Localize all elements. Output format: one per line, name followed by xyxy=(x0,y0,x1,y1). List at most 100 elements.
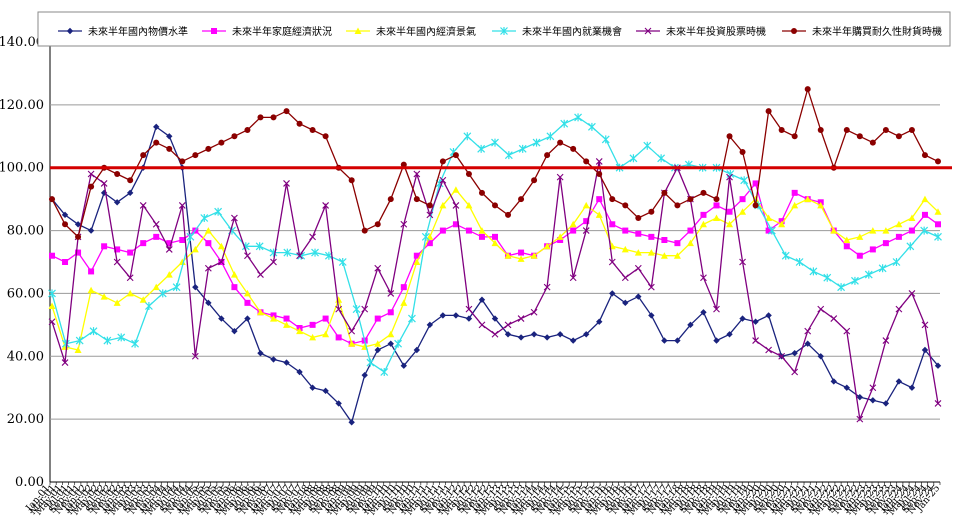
data-point xyxy=(408,314,416,323)
data-point xyxy=(439,158,446,165)
data-point xyxy=(255,242,264,251)
data-point xyxy=(882,337,890,344)
data-point xyxy=(166,240,173,247)
data-point xyxy=(643,141,652,150)
data-point xyxy=(61,359,69,366)
data-point xyxy=(765,346,773,354)
data-point xyxy=(878,264,887,273)
data-point xyxy=(322,315,329,322)
data-point xyxy=(413,170,421,178)
data-point xyxy=(452,152,459,159)
data-point xyxy=(348,327,356,335)
data-point xyxy=(817,201,825,209)
data-point xyxy=(700,189,707,196)
legend-swatch-marker xyxy=(500,27,508,35)
data-point xyxy=(152,283,160,291)
data-point xyxy=(374,340,382,347)
data-point xyxy=(574,113,582,122)
data-point xyxy=(569,337,577,344)
data-point xyxy=(582,227,590,234)
data-point xyxy=(713,214,720,221)
data-point xyxy=(113,258,121,266)
legend-label: 未來半年國內物價水準 xyxy=(88,25,188,38)
data-point xyxy=(478,227,486,234)
series-line xyxy=(51,188,939,351)
data-point xyxy=(127,249,134,256)
data-point xyxy=(62,259,69,265)
data-point xyxy=(752,202,759,209)
data-point xyxy=(89,327,98,336)
data-point xyxy=(270,356,277,363)
data-point xyxy=(439,227,446,234)
data-point xyxy=(921,321,929,329)
data-point xyxy=(530,331,538,338)
data-point xyxy=(231,284,238,291)
data-point xyxy=(570,227,577,234)
data-point xyxy=(62,221,69,228)
data-point xyxy=(491,239,499,247)
data-point xyxy=(400,220,408,228)
legend-label: 未來半年國內就業機會 xyxy=(522,25,622,38)
data-point xyxy=(103,336,112,345)
legend-label: 未來半年家庭經濟狀況 xyxy=(232,25,332,38)
data-point xyxy=(837,283,846,292)
data-point xyxy=(726,133,733,140)
data-point xyxy=(700,274,707,282)
y-axis: 0.00 20.00 40.00 60.00 80.00 100.00 120.00 140.… xyxy=(0,35,51,490)
y-tick-label: 120.00 xyxy=(0,98,44,113)
data-point xyxy=(752,337,759,344)
data-point xyxy=(387,340,394,347)
data-point xyxy=(726,331,733,338)
data-point xyxy=(530,252,538,259)
data-point xyxy=(231,214,238,222)
data-point xyxy=(596,318,603,325)
data-point xyxy=(583,158,590,165)
data-point xyxy=(205,299,212,307)
data-point xyxy=(426,202,433,209)
y-tick-label: 100.00 xyxy=(0,161,44,176)
data-point xyxy=(809,267,818,276)
data-point xyxy=(582,201,590,209)
data-point xyxy=(101,243,108,250)
data-point xyxy=(657,154,666,163)
data-point xyxy=(830,227,838,234)
data-point xyxy=(117,333,126,342)
data-point xyxy=(144,302,153,310)
data-point xyxy=(322,133,329,140)
data-point xyxy=(153,139,160,146)
data-point xyxy=(804,340,811,347)
data-point xyxy=(74,221,82,228)
series-layer xyxy=(48,86,942,426)
data-point xyxy=(309,384,316,391)
data-point xyxy=(165,246,173,253)
data-point xyxy=(869,384,877,392)
data-point xyxy=(674,240,681,247)
data-point xyxy=(504,252,512,259)
data-point xyxy=(492,202,498,209)
data-point xyxy=(361,305,369,313)
data-point xyxy=(152,220,160,228)
data-point xyxy=(856,233,864,240)
data-point xyxy=(687,227,694,234)
data-point xyxy=(596,171,603,177)
series-line xyxy=(51,86,939,239)
data-point xyxy=(569,274,577,282)
data-point xyxy=(726,220,734,228)
data-point xyxy=(934,362,942,369)
data-point xyxy=(687,321,694,329)
data-point xyxy=(465,305,473,313)
data-point xyxy=(895,305,903,313)
data-point xyxy=(934,232,942,241)
data-point xyxy=(804,86,811,93)
data-point xyxy=(804,327,812,335)
data-point xyxy=(192,152,199,159)
data-point xyxy=(908,227,915,234)
data-point xyxy=(765,312,772,319)
data-point xyxy=(270,258,277,266)
data-point xyxy=(311,248,319,257)
data-point xyxy=(217,242,225,250)
data-point xyxy=(126,274,134,282)
data-point xyxy=(374,346,381,354)
data-point xyxy=(781,251,790,260)
